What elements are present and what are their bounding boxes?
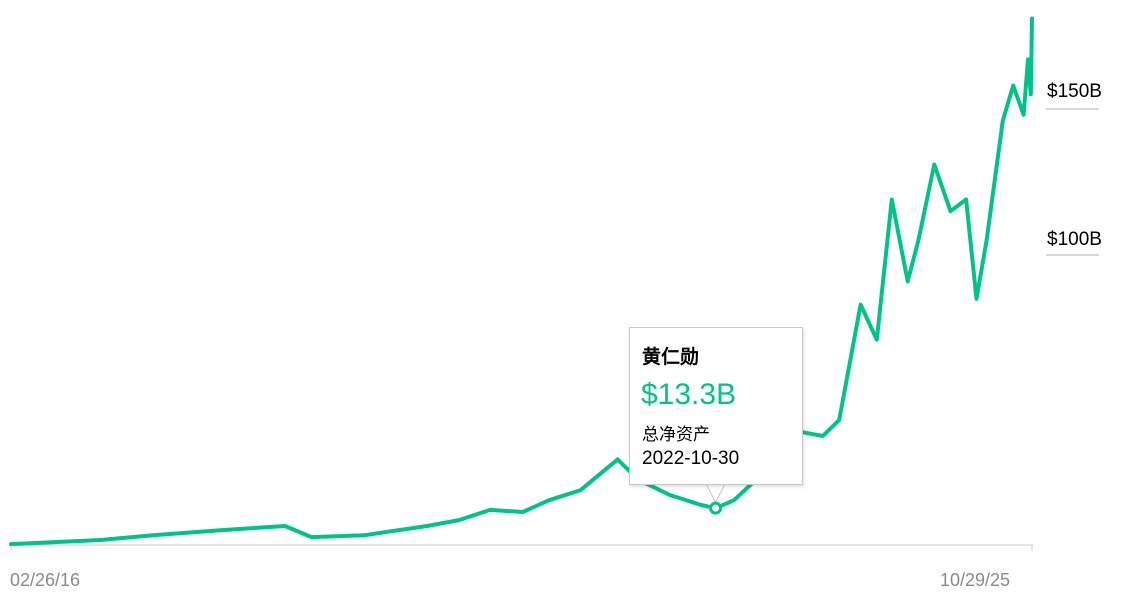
highlighted-point <box>709 501 723 515</box>
x-tick-label-end: 10/29/25 <box>940 570 1011 590</box>
y-tick-label-150: $150B <box>1047 81 1102 102</box>
x-tick-label-start: 02/26/16 <box>10 570 81 590</box>
net-worth-line <box>9 16 1034 547</box>
tooltip-pointer <box>704 482 727 504</box>
tooltip-label: 总净资产 <box>642 425 710 444</box>
tooltip-value: $13.3B <box>641 378 737 411</box>
tooltip-person-name: 黄仁勋 <box>642 347 700 368</box>
tooltip-date: 2022-10-30 <box>642 448 740 469</box>
y-tick-label-100: $100B <box>1047 229 1102 250</box>
tooltip: 黄仁勋 $13.3B 总净资产 2022-10-30 <box>629 327 803 485</box>
